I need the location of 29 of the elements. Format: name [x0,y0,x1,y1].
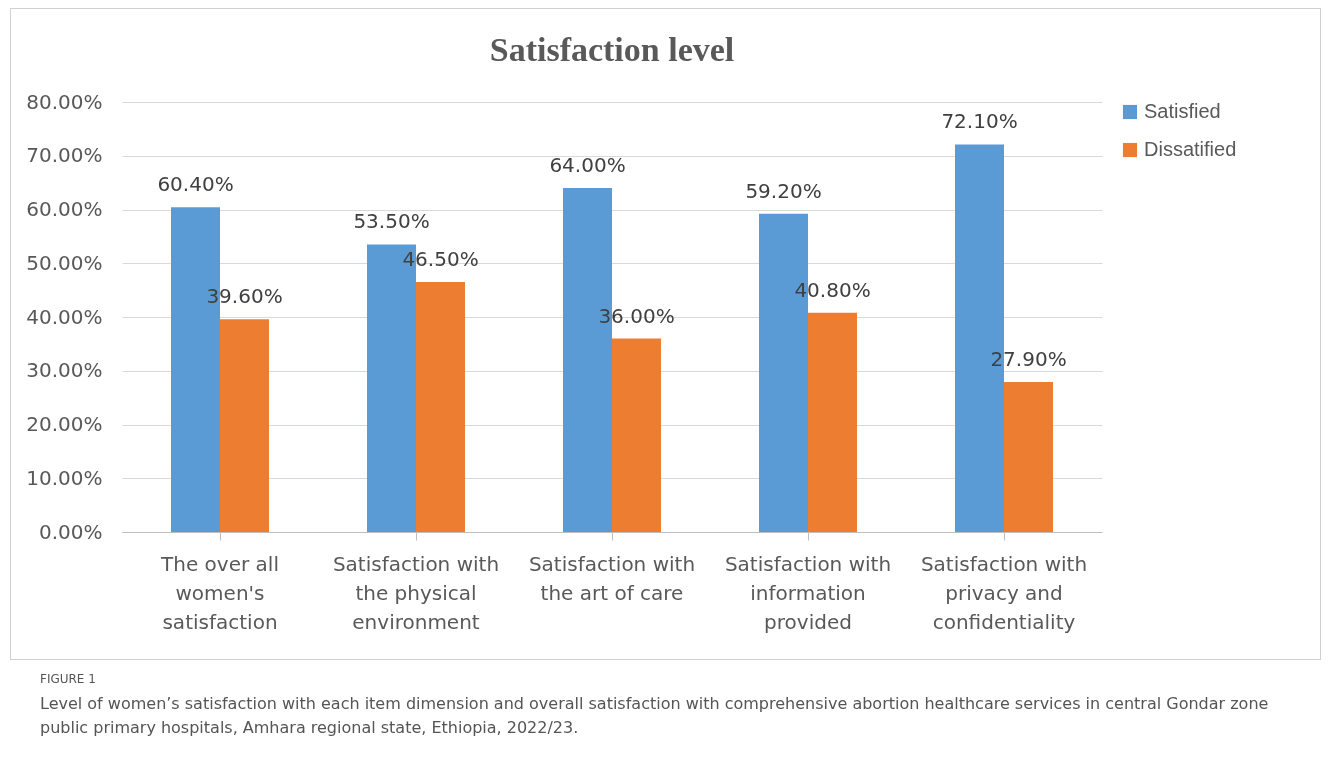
bar [612,338,661,532]
x-tick-label: The over all women's satisfaction [160,551,279,634]
y-tick-label: 0.00% [38,519,103,544]
y-tick-label: 60.00% [26,197,103,221]
x-tick-label: Satisfaction with the art of care [528,551,696,605]
bar [220,319,269,532]
legend-label: Satisfied [1144,100,1221,122]
y-tick-label: 50.00% [26,250,103,275]
data-label: 59.20% [745,178,822,203]
x-tick-label: Satisfaction with information provided [724,551,892,634]
x-tick-label: Satisfaction with privacy and confidentiality [920,551,1088,634]
y-tick-label: 40.00% [26,304,103,329]
y-tick-label: 80.00% [26,89,103,114]
data-label: 53.50% [353,209,430,234]
y-tick-label: 30.00% [26,358,103,383]
y-tick-label: 10.00% [26,465,103,490]
bar [416,282,465,532]
legend-label: Dissatified [1144,138,1237,160]
data-label: 64.00% [549,153,626,177]
caption: FIGURE 1 [40,672,97,686]
x-tick-label: Satisfaction with the physical environment [332,551,500,634]
bar [1004,382,1053,532]
bar [808,312,857,532]
text: Level of women’s satisfaction with each item dimension and overall satisfaction with comprehensive abortion healthcare services in central Gondar zone public primary hospitals, Amhara regional state, Ethiopia, 2022/23. [40,693,1270,739]
data-label: 60.40% [157,172,234,197]
y-tick-label: 70.00% [26,143,103,168]
y-tick-label: 20.00% [26,412,103,436]
chart-title: Satisfaction level [489,31,735,68]
data-label: 72.10% [941,109,1018,134]
